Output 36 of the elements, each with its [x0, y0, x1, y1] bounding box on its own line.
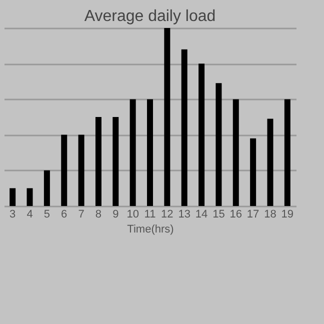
bar [44, 170, 50, 206]
bar [147, 99, 153, 206]
bar [95, 117, 102, 206]
x-tick-label: 8 [95, 208, 102, 220]
bar [181, 49, 188, 206]
bar [130, 99, 136, 206]
x-tick-label: 6 [61, 208, 68, 220]
bar [198, 64, 205, 206]
bar [216, 83, 222, 206]
bar [164, 28, 170, 206]
bar [250, 138, 256, 206]
bar [267, 118, 274, 206]
x-tick-label: 15 [212, 208, 225, 220]
x-tick-label: 10 [126, 208, 139, 220]
bar [61, 134, 68, 206]
x-tick-label: 17 [246, 208, 260, 220]
bar [112, 117, 119, 206]
x-tick-label: 3 [10, 208, 16, 220]
x-tick-label: 13 [178, 208, 190, 220]
bar [10, 188, 16, 206]
bar [232, 99, 239, 206]
x-tick-label: 16 [230, 208, 242, 220]
x-tick-label: 5 [44, 208, 50, 220]
bar [26, 188, 33, 206]
x-tick-label: 11 [144, 208, 156, 220]
x-tick-label: 9 [112, 208, 119, 220]
x-tick-label: 4 [26, 208, 33, 220]
x-tick-label: 14 [195, 208, 208, 220]
x-axis-title: Time(hrs) [127, 224, 174, 236]
bar [284, 99, 290, 206]
x-tick-label: 7 [78, 208, 84, 220]
x-tick-label: 12 [161, 208, 174, 220]
x-tick-label: 19 [281, 208, 294, 220]
chart-title: Average daily load [84, 8, 216, 25]
x-tick-label: 18 [264, 208, 276, 220]
bar [78, 134, 84, 206]
